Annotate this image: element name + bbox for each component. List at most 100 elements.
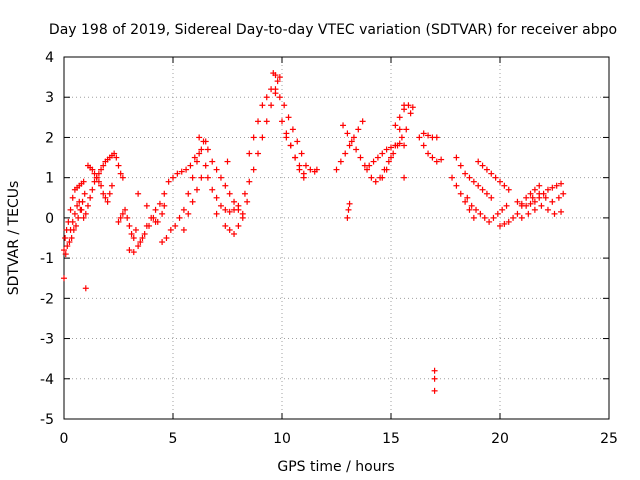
data-point <box>119 174 126 181</box>
data-point <box>113 154 120 161</box>
data-point <box>217 202 224 209</box>
data-point <box>385 158 392 165</box>
data-point <box>235 202 242 209</box>
data-point <box>132 226 139 233</box>
data-point <box>115 218 122 225</box>
data-point <box>180 226 187 233</box>
data-point <box>544 206 551 213</box>
data-point <box>475 182 482 189</box>
data-point <box>84 202 91 209</box>
x-tick-label: 10 <box>273 431 291 447</box>
data-point <box>130 249 137 256</box>
data-point <box>477 210 484 217</box>
data-point <box>431 387 438 394</box>
data-point <box>89 186 96 193</box>
data-point <box>263 94 270 101</box>
data-point <box>255 150 262 157</box>
data-point <box>492 174 499 181</box>
data-point <box>81 190 88 197</box>
data-point <box>523 194 530 201</box>
data-point <box>289 126 296 133</box>
data-point <box>392 142 399 149</box>
data-point <box>75 214 82 221</box>
data-point <box>549 198 556 205</box>
data-point <box>226 226 233 233</box>
data-point <box>525 210 532 217</box>
data-point <box>531 206 538 213</box>
data-point <box>139 235 146 241</box>
data-point <box>396 140 403 147</box>
data-point <box>366 162 373 169</box>
x-tick-label: 20 <box>491 431 509 447</box>
data-point <box>62 235 69 241</box>
data-point <box>346 200 353 207</box>
data-point <box>466 206 473 213</box>
data-point <box>167 226 174 233</box>
data-point <box>163 235 170 241</box>
data-point <box>499 206 506 213</box>
data-point <box>204 146 211 153</box>
data-point <box>64 243 71 250</box>
data-point <box>209 158 216 165</box>
data-point <box>191 154 198 161</box>
data-point <box>66 239 73 246</box>
data-point <box>250 166 257 173</box>
data-point <box>342 150 349 157</box>
data-point <box>193 186 200 193</box>
data-point <box>538 202 545 209</box>
data-point <box>298 150 305 157</box>
data-point <box>396 114 403 121</box>
x-tick-label: 15 <box>382 431 400 447</box>
data-point <box>87 194 94 201</box>
data-point <box>364 166 371 173</box>
data-point <box>494 210 501 217</box>
data-point <box>392 122 399 129</box>
data-point <box>196 150 203 157</box>
data-point <box>501 182 508 189</box>
data-point <box>176 214 183 221</box>
data-point <box>518 214 525 221</box>
data-point <box>226 190 233 197</box>
data-point <box>213 166 220 173</box>
data-point <box>464 194 471 201</box>
data-point <box>222 222 229 229</box>
data-point <box>193 158 200 165</box>
data-point <box>135 190 142 197</box>
data-point <box>141 230 148 237</box>
data-point <box>239 210 246 217</box>
y-axis-label: SDTVAR / TECUs <box>6 181 22 296</box>
data-point <box>475 158 482 165</box>
data-point <box>80 178 87 185</box>
data-point <box>348 138 355 145</box>
data-point <box>531 198 538 205</box>
data-point <box>401 142 408 149</box>
data-point <box>466 174 473 181</box>
data-point <box>231 230 238 237</box>
data-point <box>187 162 194 169</box>
data-point <box>379 174 386 181</box>
data-point <box>143 202 150 209</box>
x-tick-label: 25 <box>600 431 618 447</box>
data-point <box>401 106 408 113</box>
data-point <box>292 154 299 161</box>
y-tick-label: -2 <box>40 291 54 307</box>
data-point <box>420 130 427 137</box>
data-point <box>104 198 111 205</box>
data-point <box>111 150 118 157</box>
data-point <box>470 178 477 185</box>
data-point <box>383 166 390 173</box>
data-point <box>433 158 440 165</box>
data-point <box>78 206 85 213</box>
data-point <box>156 200 163 207</box>
data-point <box>98 166 105 173</box>
data-point <box>61 247 67 254</box>
data-point <box>246 150 253 157</box>
data-point <box>159 239 166 246</box>
data-point <box>126 247 133 254</box>
data-point <box>514 210 521 217</box>
data-point <box>235 222 242 229</box>
data-point <box>462 170 469 177</box>
data-point <box>213 210 220 217</box>
data-point <box>161 202 168 209</box>
data-point <box>544 186 551 193</box>
